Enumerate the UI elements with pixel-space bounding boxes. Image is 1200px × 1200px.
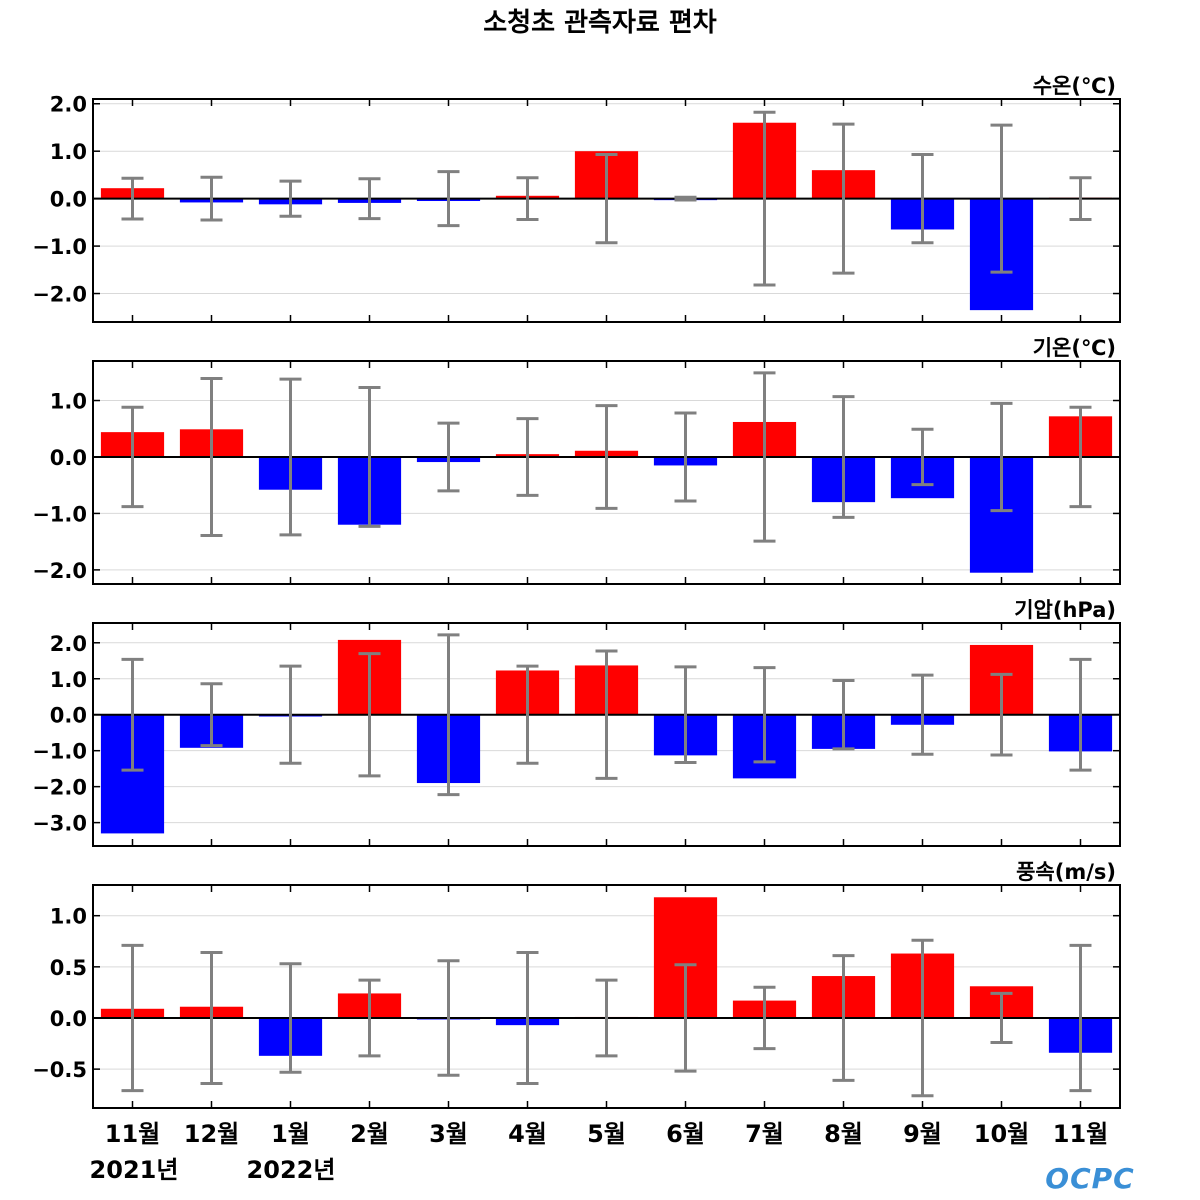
x-tick-label: 5월 <box>587 1120 626 1148</box>
error-bar <box>279 962 302 1074</box>
error-bar <box>437 633 460 797</box>
error-bar <box>121 176 144 221</box>
y-tick-label: 1.0 <box>50 668 87 692</box>
error-bar <box>516 951 539 1085</box>
error-bar <box>595 978 618 1058</box>
figure-title: 소청초 관측자료 편차 <box>483 8 716 38</box>
error-bar <box>911 427 934 487</box>
error-bar <box>674 411 697 503</box>
y-tick-label: −1.0 <box>32 502 87 526</box>
error-bar <box>674 665 697 765</box>
error-bar <box>595 649 618 780</box>
error-bar <box>279 664 302 765</box>
y-tick-label: −1.0 <box>32 740 87 764</box>
error-bar <box>121 657 144 772</box>
y-tick-label: 0.0 <box>50 188 87 212</box>
error-bar <box>279 179 302 218</box>
error-bar <box>911 153 934 245</box>
error-bar <box>753 110 776 287</box>
x-tick-label: 2월 <box>350 1120 389 1148</box>
error-bar <box>1069 405 1092 509</box>
error-bar <box>595 153 618 245</box>
error-bar <box>279 377 302 537</box>
x-tick-label: 6월 <box>666 1120 705 1148</box>
x-tick-label: 9월 <box>903 1120 942 1148</box>
error-bar <box>358 978 381 1058</box>
error-bar <box>753 371 776 543</box>
y-tick-label: 2.0 <box>50 93 87 117</box>
panel-4: 1.0 0.5 0.0 −0.5 풍속(m/s) <box>32 860 1121 1109</box>
error-bar <box>200 175 223 222</box>
y-tick-label: 2.0 <box>50 632 87 656</box>
error-bar <box>437 170 460 228</box>
chart-panels: 2.0 1.0 0.0 −1.0 −2.0 수온(℃) 1.0 0.0 −1.0 −2.0 기온(℃… <box>32 74 1121 1109</box>
x-tick-label: 1월 <box>271 1120 310 1148</box>
x-tick-label: 10월 <box>974 1120 1029 1148</box>
year-label-2022: 2022년 <box>247 1156 336 1184</box>
error-bar <box>200 377 223 537</box>
error-bar <box>358 652 381 778</box>
panel-2: 1.0 0.0 −1.0 −2.0 기온(℃) <box>32 336 1121 585</box>
error-bar <box>911 673 934 756</box>
error-bar <box>437 959 460 1077</box>
error-bar <box>753 985 776 1051</box>
error-bar <box>121 405 144 509</box>
y-tick-label: 1.0 <box>50 905 87 929</box>
error-bar <box>200 951 223 1085</box>
y-tick-label: 1.0 <box>50 140 87 164</box>
y-tick-label: −3.0 <box>32 812 87 836</box>
x-tick-label: 4월 <box>508 1120 547 1148</box>
error-bar <box>832 395 855 519</box>
error-bar <box>358 177 381 221</box>
error-bar <box>1069 943 1092 1093</box>
y-tick-label: 0.5 <box>50 956 87 980</box>
y-tick-label: −1.0 <box>32 235 87 259</box>
error-bar <box>832 679 855 751</box>
y-tick-label: −2.0 <box>32 283 87 307</box>
panel-unit-label: 풍속(m/s) <box>1016 860 1116 884</box>
error-bar <box>595 404 618 510</box>
error-bar <box>990 123 1013 274</box>
y-tick-label: 0.0 <box>50 446 87 470</box>
error-bar <box>1069 176 1092 222</box>
panel-1: 2.0 1.0 0.0 −1.0 −2.0 수온(℃) <box>32 74 1121 323</box>
error-bar <box>990 672 1013 757</box>
error-bar <box>911 938 934 1098</box>
x-tick-label: 11월 <box>105 1120 160 1148</box>
y-tick-label: 0.0 <box>50 704 87 728</box>
error-bar <box>1069 657 1092 772</box>
x-tick-label: 8월 <box>824 1120 863 1148</box>
x-tick-label: 7월 <box>745 1120 784 1148</box>
ocpc-logo: OCPC <box>1045 1162 1134 1195</box>
error-bar <box>516 176 539 222</box>
panel-unit-label: 기압(hPa) <box>1014 598 1116 622</box>
y-tick-label: 0.0 <box>50 1007 87 1031</box>
error-bar <box>121 943 144 1093</box>
y-tick-label: −2.0 <box>32 559 87 583</box>
error-bar <box>753 666 776 764</box>
year-label-2021: 2021년 <box>90 1156 179 1184</box>
error-bar <box>674 963 697 1073</box>
error-bar <box>516 664 539 765</box>
error-bar <box>832 122 855 275</box>
panel-unit-label: 기온(℃) <box>1033 336 1116 360</box>
error-bar <box>516 417 539 497</box>
x-tick-label: 12월 <box>184 1120 239 1148</box>
x-axis-labels: 11월 12월 1월 2월 3월 4월 5월 6월 7월 8월 9월 10월 11월 <box>105 1120 1108 1148</box>
error-bar <box>832 954 855 1082</box>
error-bar <box>674 195 697 202</box>
x-tick-label: 3월 <box>429 1120 468 1148</box>
panel-3: 2.0 1.0 0.0 −1.0 −2.0 −3.0 기압(hPa) <box>32 598 1121 847</box>
error-bar <box>990 991 1013 1045</box>
y-tick-label: −0.5 <box>32 1058 87 1082</box>
x-tick-label: 11월 <box>1053 1120 1108 1148</box>
error-bar <box>200 682 223 748</box>
error-bar <box>990 401 1013 513</box>
error-bar <box>437 421 460 493</box>
error-bar <box>358 386 381 528</box>
y-tick-label: 1.0 <box>50 390 87 414</box>
panel-unit-label: 수온(℃) <box>1033 74 1116 98</box>
y-tick-label: −2.0 <box>32 776 87 800</box>
